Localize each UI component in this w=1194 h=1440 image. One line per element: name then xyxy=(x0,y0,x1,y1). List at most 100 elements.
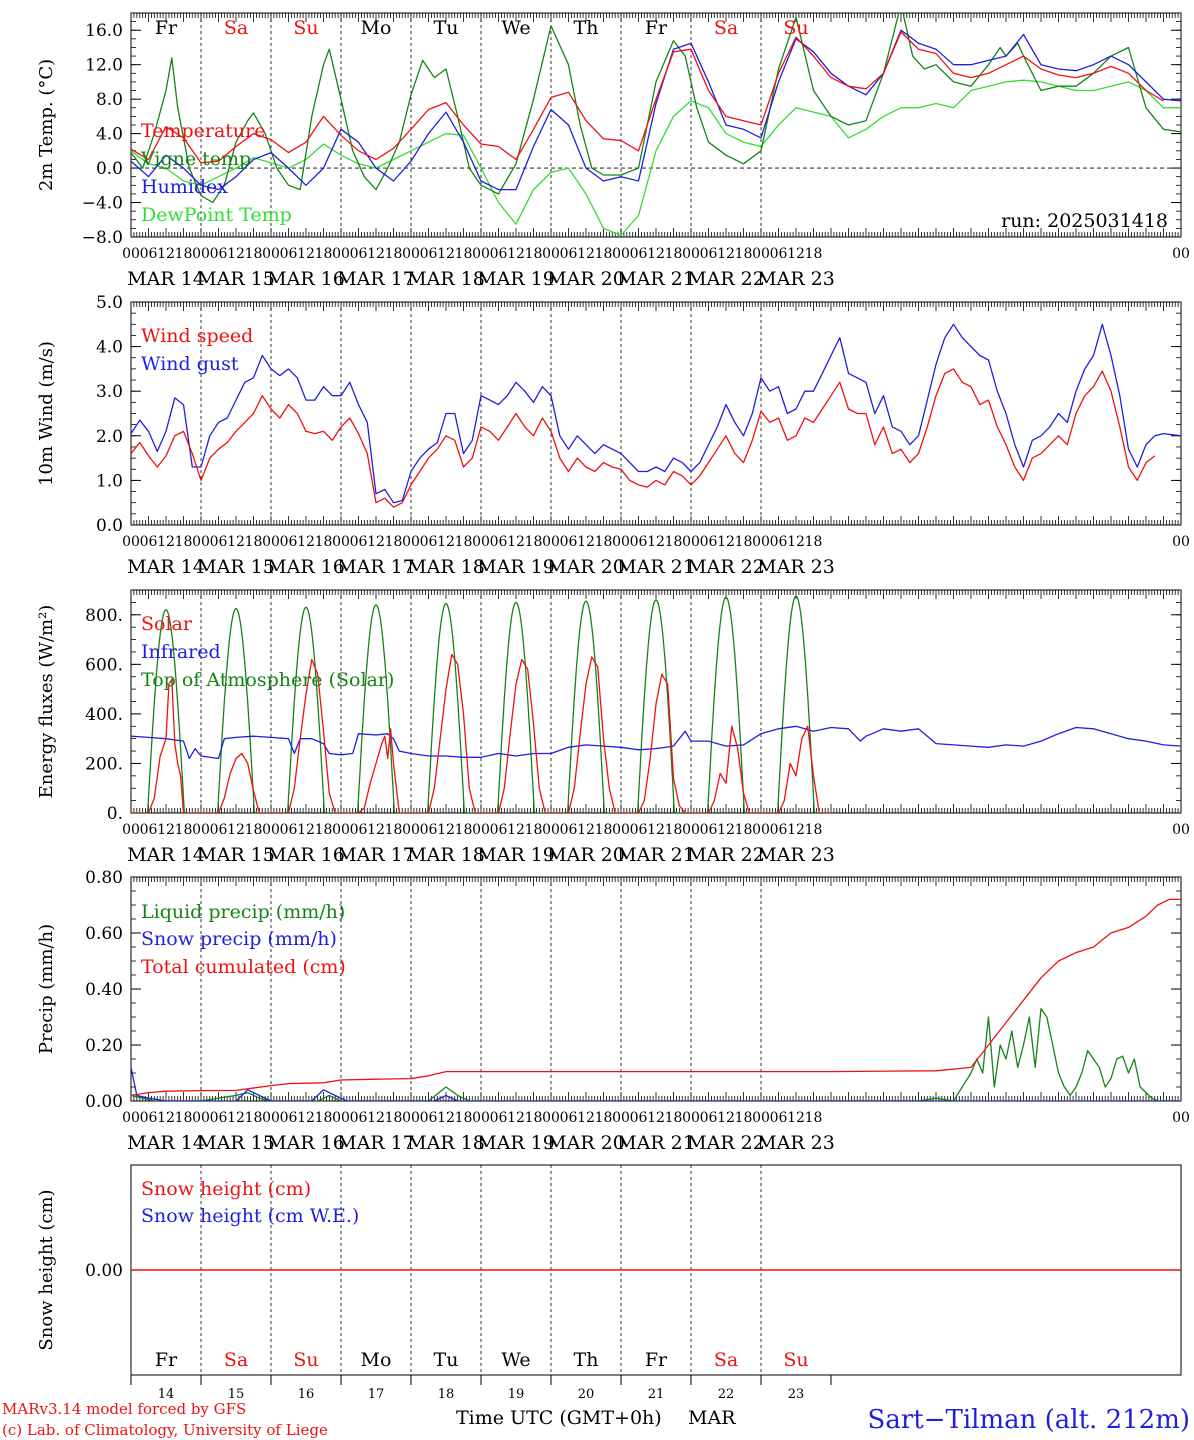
hour-tick-label: 12 xyxy=(367,246,385,262)
series-group xyxy=(131,13,1181,236)
date-label: MAR 20 xyxy=(547,556,625,578)
hour-tick-label: 12 xyxy=(297,822,315,838)
hour-tick-label: 18 xyxy=(455,246,473,262)
hour-tick-label: 00 xyxy=(1172,534,1190,550)
hour-tick-label: 12 xyxy=(787,246,805,262)
date-label: MAR 19 xyxy=(477,1132,555,1154)
date-label: MAR 19 xyxy=(477,268,555,290)
hour-tick-label: 00 xyxy=(472,1110,490,1126)
hour-tick-label: 12 xyxy=(507,822,525,838)
hour-tick-label: 12 xyxy=(787,822,805,838)
y-tick-label: 0.40 xyxy=(85,980,123,1000)
panel-3: 0. 200. 400. 600. 800. Energy fluxes (W/m²) So… xyxy=(36,589,1190,866)
hour-tick-label: 06 xyxy=(630,822,648,838)
series-line-humidex xyxy=(131,29,1181,191)
hour-tick-label: 00 xyxy=(682,246,700,262)
legend-entry: Snow height (cm) xyxy=(141,1178,311,1200)
hour-tick-label: 06 xyxy=(210,246,228,262)
day-number: 19 xyxy=(508,1387,525,1402)
date-label: MAR 20 xyxy=(547,844,625,866)
hour-tick-label: 00 xyxy=(542,1110,560,1126)
series-line-dewpoint-temp xyxy=(131,79,1181,236)
weekday-label-top: Th xyxy=(574,17,599,39)
hour-tick-label: 18 xyxy=(805,534,823,550)
hour-tick-label: 06 xyxy=(490,1110,508,1126)
hour-tick-label: 18 xyxy=(245,1110,263,1126)
y-tick-label: 4.0 xyxy=(96,125,123,145)
series-line-top-of-atmosphere-solar xyxy=(131,595,831,813)
hour-tick-label: 18 xyxy=(175,1110,193,1126)
weekday-label-bottom: Tu xyxy=(434,1349,459,1371)
weekday-label-top: Su xyxy=(783,17,808,39)
date-label: MAR 21 xyxy=(617,844,695,866)
hour-tick-label: 18 xyxy=(525,822,543,838)
hour-tick-label: 06 xyxy=(420,534,438,550)
hour-tick-label: 18 xyxy=(245,534,263,550)
series-line-snow-precip-mm-h xyxy=(131,1067,1181,1101)
hour-tick-label: 00 xyxy=(122,246,140,262)
y-tick-label: 4.0 xyxy=(96,338,123,358)
hour-tick-label: 00 xyxy=(472,246,490,262)
hour-tick-label: 00 xyxy=(262,822,280,838)
hour-tick-label: 18 xyxy=(665,822,683,838)
weekday-label-top: Sa xyxy=(714,17,738,39)
hour-tick-label: 06 xyxy=(560,246,578,262)
hour-tick-label: 06 xyxy=(280,534,298,550)
date-label: MAR 14 xyxy=(127,556,205,578)
series-line-infrared xyxy=(131,725,1181,760)
date-label: MAR 23 xyxy=(757,1132,835,1154)
hour-tick-label: 00 xyxy=(192,534,210,550)
hour-tick-label: 18 xyxy=(805,822,823,838)
hour-tick-label: 18 xyxy=(245,822,263,838)
hour-tick-label: 00 xyxy=(332,822,350,838)
hour-tick-label: 12 xyxy=(577,246,595,262)
y-tick-label: 0.60 xyxy=(85,924,123,944)
hour-tick-label: 00 xyxy=(612,822,630,838)
date-label: MAR 23 xyxy=(757,556,835,578)
month-label: MAR xyxy=(688,1407,736,1429)
weekday-labels: Fr Fr Sa Sa Su Su Mo Mo Tu Tu We We Th Th Fr Fr Sa Sa Su Su… xyxy=(155,17,809,1402)
hour-tick-label: 06 xyxy=(700,1110,718,1126)
hour-tick-label: 00 xyxy=(402,534,420,550)
hour-tick-label: 06 xyxy=(490,822,508,838)
hour-tick-label: 00 xyxy=(122,1110,140,1126)
hour-tick-label: 12 xyxy=(367,822,385,838)
hour-tick-label: 06 xyxy=(420,246,438,262)
hour-tick-label: 12 xyxy=(647,1110,665,1126)
date-label: MAR 17 xyxy=(337,556,415,578)
hour-tick-label: 18 xyxy=(455,822,473,838)
hour-tick-label: 06 xyxy=(420,822,438,838)
hour-tick-label: 12 xyxy=(227,1110,245,1126)
run-annotation: run: 2025031418 xyxy=(1001,210,1168,232)
y-tick-label: 0.0 xyxy=(96,159,123,179)
hour-tick-label: 00 xyxy=(682,1110,700,1126)
y-tick-label: 16.0 xyxy=(85,21,123,41)
hour-tick-label: 18 xyxy=(735,822,753,838)
y-axis-label: 2m Temp. (°C) xyxy=(36,59,57,191)
hour-tick-label: 00 xyxy=(192,822,210,838)
hour-tick-label: 18 xyxy=(595,534,613,550)
hour-tick-label: 12 xyxy=(227,822,245,838)
footer: Time UTC (GMT+0h) MAR MARv3.14 model force… xyxy=(2,1400,1190,1439)
hour-tick-label: 00 xyxy=(192,246,210,262)
panel-1: −8.0 −4.0 0.0 4.0 8.0 12.0 16.0 2m Temp. (°C) Te… xyxy=(36,12,1190,290)
y-tick-label: 8.0 xyxy=(96,90,123,110)
legend-entry: Snow height (cm W.E.) xyxy=(141,1205,359,1227)
y-axis-label: Energy fluxes (W/m²) xyxy=(36,605,57,799)
hour-tick-label: 06 xyxy=(630,1110,648,1126)
hour-tick-label: 06 xyxy=(700,246,718,262)
y-tick-label: 2.0 xyxy=(96,427,123,447)
hour-tick-label: 06 xyxy=(560,1110,578,1126)
hour-tick-label: 12 xyxy=(577,1110,595,1126)
hour-tick-label: 18 xyxy=(735,246,753,262)
hour-tick-label: 06 xyxy=(700,534,718,550)
hour-tick-label: 18 xyxy=(385,534,403,550)
date-label: MAR 16 xyxy=(267,844,345,866)
hour-tick-label: 06 xyxy=(350,1110,368,1126)
hour-tick-label: 00 xyxy=(752,822,770,838)
weekday-label-top: Mo xyxy=(361,17,392,39)
hour-tick-label: 18 xyxy=(665,534,683,550)
hour-tick-label: 00 xyxy=(542,822,560,838)
hour-tick-label: 00 xyxy=(612,534,630,550)
weekday-label-top: Su xyxy=(293,17,318,39)
